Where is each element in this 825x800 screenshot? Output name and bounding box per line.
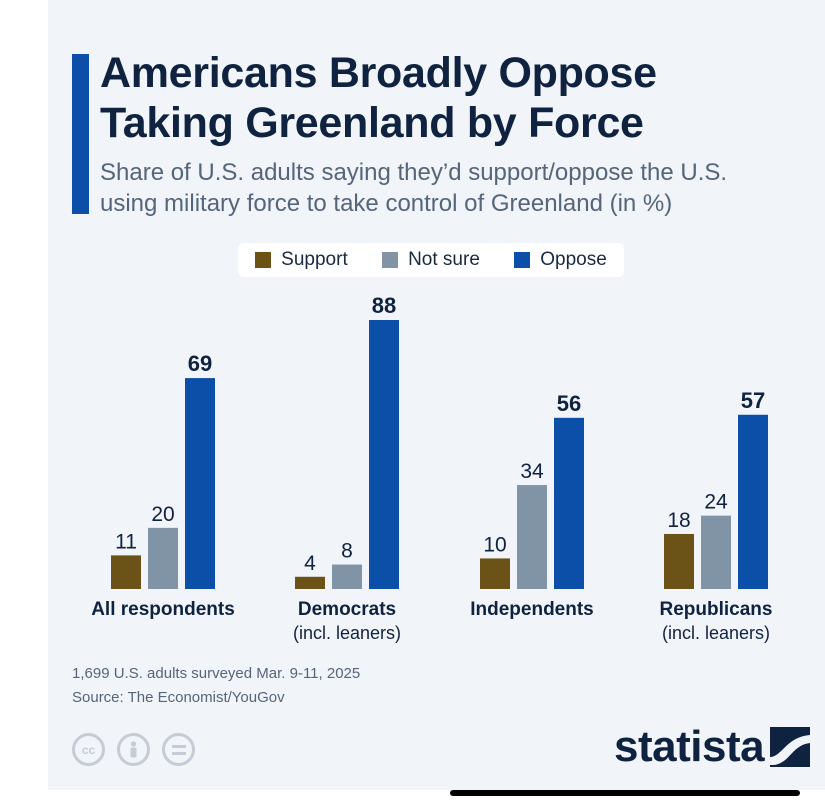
- statista-logo-text: statista: [614, 722, 765, 771]
- bar-democrats-oppose: [369, 320, 399, 589]
- category-label-independents: Independents: [470, 599, 594, 620]
- value-label-democrats-oppose: 88: [372, 293, 396, 318]
- bar-all-respondents-not-sure: [148, 527, 178, 589]
- statista-logo[interactable]: statista: [614, 722, 811, 771]
- value-label-all-respondents-oppose: 69: [188, 351, 212, 376]
- legend-swatch-support: [255, 252, 272, 268]
- legend-item-not-sure: Not sure: [382, 249, 480, 271]
- legend-label-oppose: Oppose: [540, 249, 607, 270]
- chart-subtitle: Share of U.S. adults saying they’d suppo…: [100, 157, 810, 219]
- home-indicator: [450, 790, 800, 796]
- category-label-republicans-sub: (incl. leaners): [662, 623, 770, 643]
- subtitle-line-1: Share of U.S. adults saying they’d suppo…: [100, 159, 728, 186]
- title-line-1: Americans Broadly Oppose: [100, 49, 657, 97]
- survey-note: 1,699 U.S. adults surveyed Mar. 9-11, 20…: [72, 665, 361, 682]
- value-label-independents-support: 10: [483, 533, 506, 556]
- license-icons: cc: [72, 733, 195, 766]
- subtitle-line-2: using military force to take control of …: [100, 190, 673, 217]
- chart-card: [48, 0, 825, 790]
- bar-independents-oppose: [554, 417, 584, 589]
- footnote: 1,699 U.S. adults surveyed Mar. 9-11, 20…: [72, 662, 360, 710]
- bar-republicans-oppose: [738, 414, 768, 589]
- value-label-republicans-support: 18: [667, 509, 690, 532]
- value-label-democrats-not-sure: 8: [341, 540, 353, 563]
- value-label-all-respondents-not-sure: 20: [151, 503, 174, 526]
- legend-label-not-sure: Not sure: [408, 249, 480, 270]
- bar-independents-not-sure: [517, 485, 547, 589]
- title-accent-bar: [72, 54, 89, 214]
- bar-all-respondents-support: [111, 555, 141, 589]
- legend-item-support: Support: [255, 249, 348, 271]
- page-margin: [0, 0, 48, 800]
- category-label-all-respondents: All respondents: [91, 599, 235, 620]
- equals-icon[interactable]: [162, 733, 195, 766]
- value-label-all-respondents-support: 11: [115, 530, 137, 553]
- bar-republicans-not-sure: [701, 515, 731, 589]
- chart-legend: Support Not sure Oppose: [238, 243, 624, 277]
- bar-all-respondents-oppose: [185, 378, 215, 589]
- value-label-independents-not-sure: 34: [520, 460, 544, 483]
- legend-item-oppose: Oppose: [514, 249, 607, 271]
- value-label-democrats-support: 4: [304, 552, 316, 575]
- title-line-2: Taking Greenland by Force: [100, 99, 644, 147]
- bar-democrats-not-sure: [332, 564, 362, 589]
- legend-swatch-oppose: [514, 252, 531, 268]
- bar-republicans-support: [664, 533, 694, 589]
- chart-title: Americans Broadly Oppose Taking Greenlan…: [100, 48, 780, 148]
- category-label-democrats: Democrats: [298, 599, 396, 620]
- category-label-republicans: Republicans: [660, 599, 773, 620]
- category-label-democrats-sub: (incl. leaners): [293, 623, 401, 643]
- statista-mark-icon: [770, 727, 811, 767]
- bar-independents-support: [480, 558, 510, 589]
- person-icon[interactable]: [117, 733, 150, 766]
- cc-icon[interactable]: cc: [72, 733, 105, 766]
- legend-label-support: Support: [281, 249, 348, 270]
- value-label-republicans-not-sure: 24: [704, 491, 728, 514]
- value-label-independents-oppose: 56: [557, 391, 581, 416]
- bar-democrats-support: [295, 576, 325, 589]
- source-note: Source: The Economist/YouGov: [72, 689, 285, 706]
- legend-swatch-not-sure: [382, 252, 399, 268]
- value-label-republicans-oppose: 57: [741, 388, 765, 413]
